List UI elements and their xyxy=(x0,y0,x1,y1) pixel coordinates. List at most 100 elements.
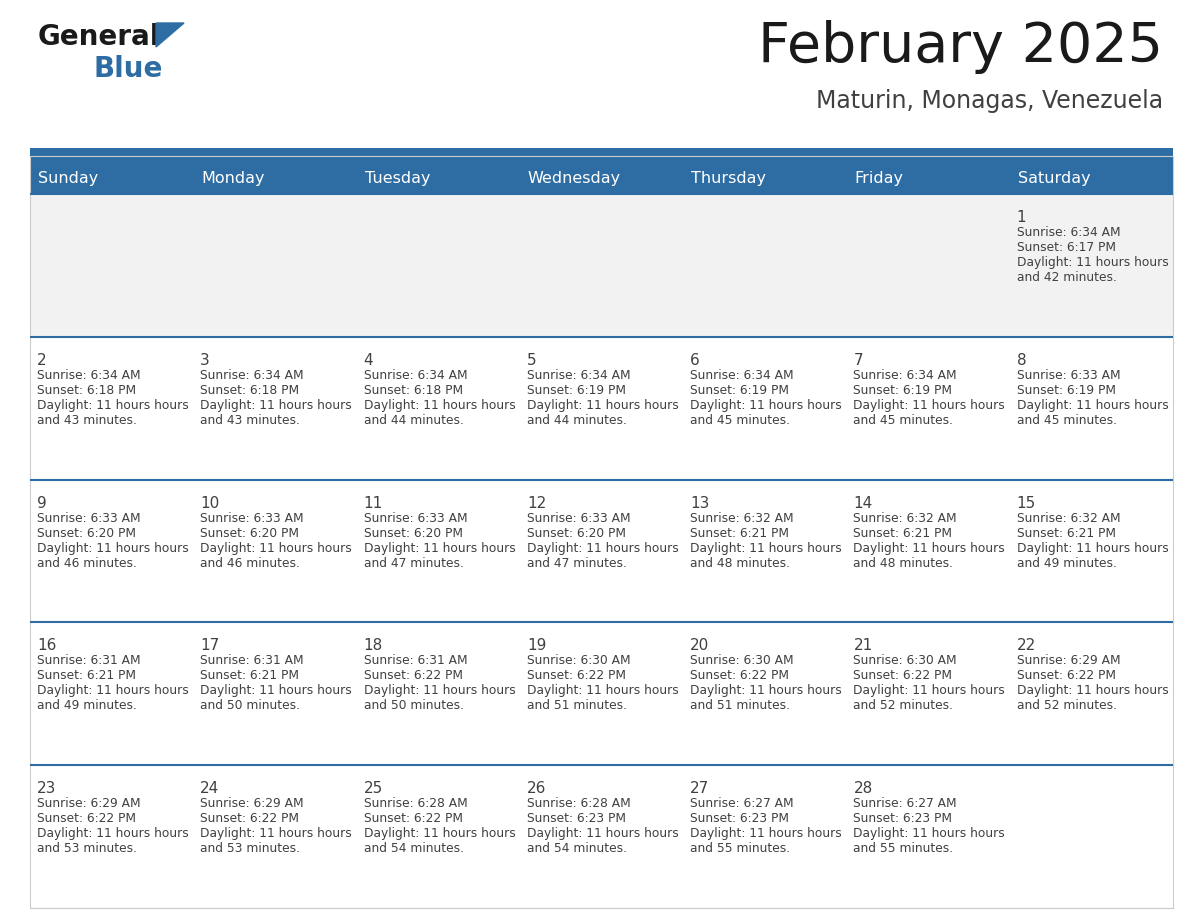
Text: and 47 minutes.: and 47 minutes. xyxy=(364,556,463,569)
Text: 11: 11 xyxy=(364,496,383,510)
Bar xyxy=(683,479,846,622)
Text: Sunrise: 6:30 AM: Sunrise: 6:30 AM xyxy=(853,655,958,667)
Text: and 52 minutes.: and 52 minutes. xyxy=(1017,700,1117,712)
Text: Daylight: 11 hours hours: Daylight: 11 hours hours xyxy=(526,398,678,412)
Text: 21: 21 xyxy=(853,638,873,654)
Text: February 2025: February 2025 xyxy=(758,20,1163,74)
Bar xyxy=(520,622,683,766)
Text: Sunrise: 6:27 AM: Sunrise: 6:27 AM xyxy=(690,797,794,811)
Text: Daylight: 11 hours hours: Daylight: 11 hours hours xyxy=(37,398,189,412)
Text: Sunset: 6:22 PM: Sunset: 6:22 PM xyxy=(853,669,953,682)
Text: 27: 27 xyxy=(690,781,709,796)
Text: Sunrise: 6:29 AM: Sunrise: 6:29 AM xyxy=(37,797,140,811)
Text: and 44 minutes.: and 44 minutes. xyxy=(364,414,463,427)
Bar xyxy=(356,479,520,622)
Bar xyxy=(194,766,356,908)
Text: Sunrise: 6:34 AM: Sunrise: 6:34 AM xyxy=(201,369,304,382)
Text: Daylight: 11 hours hours: Daylight: 11 hours hours xyxy=(853,542,1005,554)
Text: 13: 13 xyxy=(690,496,709,510)
Text: Daylight: 11 hours hours: Daylight: 11 hours hours xyxy=(1017,542,1169,554)
Text: 3: 3 xyxy=(201,353,210,368)
Text: and 46 minutes.: and 46 minutes. xyxy=(201,556,301,569)
Text: Daylight: 11 hours hours: Daylight: 11 hours hours xyxy=(37,542,189,554)
Text: 20: 20 xyxy=(690,638,709,654)
Text: Daylight: 11 hours hours: Daylight: 11 hours hours xyxy=(690,685,842,698)
Text: Sunset: 6:22 PM: Sunset: 6:22 PM xyxy=(201,812,299,825)
Text: Sunrise: 6:34 AM: Sunrise: 6:34 AM xyxy=(1017,226,1120,239)
Text: Sunset: 6:20 PM: Sunset: 6:20 PM xyxy=(37,527,135,540)
Text: 28: 28 xyxy=(853,781,873,796)
Bar xyxy=(1010,337,1173,479)
Text: 6: 6 xyxy=(690,353,700,368)
Text: Sunrise: 6:28 AM: Sunrise: 6:28 AM xyxy=(526,797,631,811)
Text: Sunrise: 6:34 AM: Sunrise: 6:34 AM xyxy=(690,369,794,382)
Text: and 55 minutes.: and 55 minutes. xyxy=(853,842,954,856)
Text: Monday: Monday xyxy=(201,171,265,185)
Text: and 51 minutes.: and 51 minutes. xyxy=(690,700,790,712)
Text: Sunset: 6:22 PM: Sunset: 6:22 PM xyxy=(364,669,462,682)
Bar xyxy=(520,766,683,908)
Text: Sunday: Sunday xyxy=(38,171,99,185)
Bar xyxy=(520,194,683,337)
Text: Friday: Friday xyxy=(854,171,903,185)
Text: 5: 5 xyxy=(526,353,537,368)
Bar xyxy=(683,194,846,337)
Text: 19: 19 xyxy=(526,638,546,654)
Text: 15: 15 xyxy=(1017,496,1036,510)
Text: and 48 minutes.: and 48 minutes. xyxy=(853,556,954,569)
Text: Daylight: 11 hours hours: Daylight: 11 hours hours xyxy=(853,827,1005,840)
Text: Daylight: 11 hours hours: Daylight: 11 hours hours xyxy=(690,827,842,840)
Text: Daylight: 11 hours hours: Daylight: 11 hours hours xyxy=(853,685,1005,698)
Text: Sunset: 6:18 PM: Sunset: 6:18 PM xyxy=(364,384,462,397)
Text: Sunrise: 6:28 AM: Sunrise: 6:28 AM xyxy=(364,797,467,811)
Bar xyxy=(846,479,1010,622)
Text: Sunset: 6:18 PM: Sunset: 6:18 PM xyxy=(201,384,299,397)
Text: and 52 minutes.: and 52 minutes. xyxy=(853,700,954,712)
Text: Sunset: 6:22 PM: Sunset: 6:22 PM xyxy=(364,812,462,825)
Text: Sunrise: 6:33 AM: Sunrise: 6:33 AM xyxy=(1017,369,1120,382)
Bar xyxy=(30,194,194,337)
Text: and 53 minutes.: and 53 minutes. xyxy=(201,842,301,856)
Polygon shape xyxy=(156,23,184,47)
Text: Daylight: 11 hours hours: Daylight: 11 hours hours xyxy=(1017,685,1169,698)
Text: and 49 minutes.: and 49 minutes. xyxy=(37,700,137,712)
Text: Sunrise: 6:32 AM: Sunrise: 6:32 AM xyxy=(853,511,958,524)
Bar xyxy=(846,337,1010,479)
Bar xyxy=(356,337,520,479)
Text: Sunset: 6:21 PM: Sunset: 6:21 PM xyxy=(201,669,299,682)
Bar xyxy=(683,622,846,766)
Text: Sunset: 6:18 PM: Sunset: 6:18 PM xyxy=(37,384,137,397)
Text: Sunset: 6:17 PM: Sunset: 6:17 PM xyxy=(1017,241,1116,254)
Text: Wednesday: Wednesday xyxy=(527,171,621,185)
Text: Sunset: 6:22 PM: Sunset: 6:22 PM xyxy=(37,812,135,825)
Text: Daylight: 11 hours hours: Daylight: 11 hours hours xyxy=(364,542,516,554)
Text: and 46 minutes.: and 46 minutes. xyxy=(37,556,137,569)
Bar xyxy=(846,622,1010,766)
Text: Sunrise: 6:31 AM: Sunrise: 6:31 AM xyxy=(37,655,140,667)
Text: Saturday: Saturday xyxy=(1018,171,1091,185)
Text: Daylight: 11 hours hours: Daylight: 11 hours hours xyxy=(1017,256,1169,269)
Bar xyxy=(520,337,683,479)
Text: 18: 18 xyxy=(364,638,383,654)
Text: Daylight: 11 hours hours: Daylight: 11 hours hours xyxy=(201,398,352,412)
Text: Sunrise: 6:30 AM: Sunrise: 6:30 AM xyxy=(526,655,631,667)
Text: and 45 minutes.: and 45 minutes. xyxy=(853,414,954,427)
Text: and 53 minutes.: and 53 minutes. xyxy=(37,842,137,856)
Text: Sunrise: 6:34 AM: Sunrise: 6:34 AM xyxy=(853,369,958,382)
Text: Sunset: 6:19 PM: Sunset: 6:19 PM xyxy=(690,384,789,397)
Bar xyxy=(30,479,194,622)
Text: and 43 minutes.: and 43 minutes. xyxy=(201,414,301,427)
Bar xyxy=(194,622,356,766)
Text: 1: 1 xyxy=(1017,210,1026,225)
Text: and 43 minutes.: and 43 minutes. xyxy=(37,414,137,427)
Text: and 42 minutes.: and 42 minutes. xyxy=(1017,271,1117,284)
Text: Sunrise: 6:34 AM: Sunrise: 6:34 AM xyxy=(37,369,140,382)
Text: 12: 12 xyxy=(526,496,546,510)
Text: 26: 26 xyxy=(526,781,546,796)
Text: and 51 minutes.: and 51 minutes. xyxy=(526,700,627,712)
Bar xyxy=(356,766,520,908)
Text: Sunset: 6:22 PM: Sunset: 6:22 PM xyxy=(526,669,626,682)
Text: Sunrise: 6:34 AM: Sunrise: 6:34 AM xyxy=(364,369,467,382)
Text: 8: 8 xyxy=(1017,353,1026,368)
Text: and 50 minutes.: and 50 minutes. xyxy=(201,700,301,712)
